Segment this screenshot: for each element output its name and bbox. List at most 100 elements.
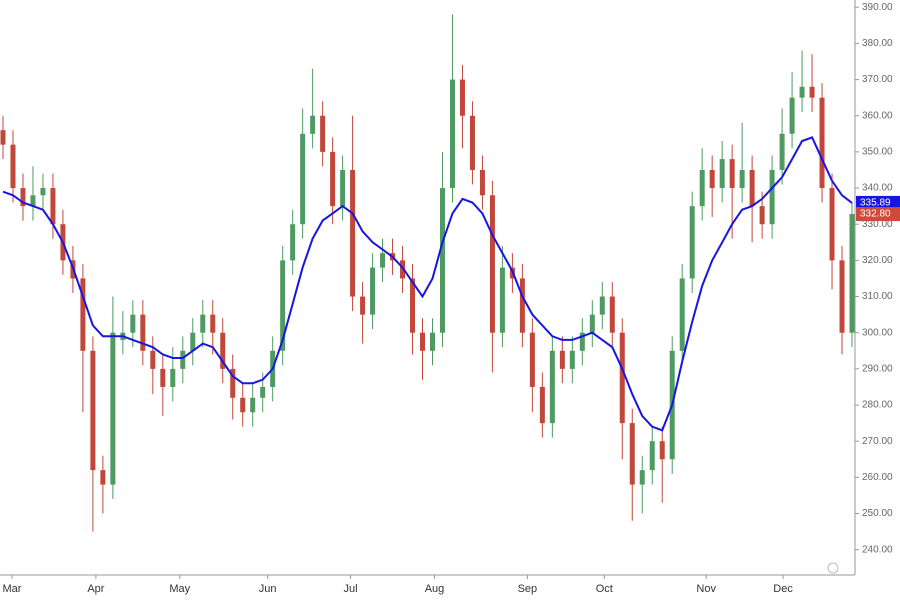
candle-body	[350, 169, 356, 297]
y-tick-label: 300.00	[862, 327, 893, 338]
x-tick-label: Aug	[425, 583, 445, 595]
candle-body	[180, 350, 186, 369]
candle-body	[579, 332, 585, 351]
candle-body	[20, 188, 26, 207]
y-tick-label: 350.00	[862, 147, 893, 158]
candle-body	[110, 332, 116, 485]
y-tick-label: 340.00	[862, 183, 893, 194]
y-tick-label: 390.00	[862, 2, 893, 13]
y-tick-label: 380.00	[862, 38, 893, 49]
candle-body	[310, 115, 316, 134]
candle-body	[360, 296, 366, 315]
candle-body	[50, 188, 56, 225]
candle-body	[90, 350, 96, 471]
y-tick-label: 310.00	[862, 291, 893, 302]
candle-body	[439, 188, 445, 333]
candle-body	[799, 86, 805, 98]
candle-body	[250, 397, 256, 413]
moving-average-line	[2, 136, 853, 432]
candle-body	[639, 470, 645, 485]
candle-body	[729, 159, 735, 189]
candle-body	[220, 332, 226, 369]
candle-body	[410, 278, 416, 333]
candle-body	[280, 260, 286, 351]
candle-body	[679, 278, 685, 351]
y-tick-label: 370.00	[862, 74, 893, 85]
candle-body	[809, 86, 815, 98]
candle-body	[429, 332, 435, 351]
x-tick-label: Mar	[3, 583, 22, 595]
candle-body	[569, 350, 575, 369]
candle-body	[479, 169, 485, 196]
candle-body	[739, 169, 745, 189]
candle-body	[150, 350, 156, 369]
candle-body	[709, 169, 715, 189]
candle-body	[340, 169, 346, 207]
candle-body	[649, 441, 655, 471]
candle-body	[210, 314, 216, 333]
candle-body	[659, 441, 665, 460]
candle-body	[839, 260, 845, 333]
settings-icon[interactable]	[827, 562, 839, 574]
candle-body	[30, 195, 36, 207]
x-tick-label: Jun	[259, 583, 277, 595]
candle-body	[100, 470, 106, 485]
candle-body	[719, 159, 725, 189]
x-tick-label: Sep	[518, 583, 538, 595]
candle-body	[190, 332, 196, 351]
candle-body	[489, 195, 495, 333]
candle-body	[539, 386, 545, 424]
candle-body	[170, 368, 176, 387]
current-price-label: 335.89	[860, 198, 891, 209]
candle-body	[469, 115, 475, 170]
current-price-box	[856, 207, 900, 222]
x-tick-label: Dec	[773, 583, 793, 595]
candle-body	[0, 130, 6, 145]
candle-body	[559, 350, 565, 369]
candle-body	[699, 169, 705, 207]
candle-body	[789, 97, 795, 134]
candle-body	[549, 350, 555, 424]
candle-body	[380, 253, 386, 268]
candle-body	[779, 133, 785, 170]
candle-body	[629, 423, 635, 485]
y-tick-label: 320.00	[862, 255, 893, 266]
y-tick-label: 270.00	[862, 436, 893, 447]
candle-body	[370, 267, 376, 315]
candle-body	[300, 133, 306, 225]
candle-body	[230, 368, 236, 398]
x-tick-label: Apr	[87, 583, 104, 595]
candle-body	[529, 332, 535, 387]
candle-body	[499, 267, 505, 333]
x-tick-label: Nov	[696, 583, 716, 595]
x-tick-label: Oct	[596, 583, 613, 595]
candle-body	[689, 206, 695, 279]
candle-body	[829, 188, 835, 261]
candle-body	[459, 79, 465, 116]
y-tick-label: 240.00	[862, 544, 893, 555]
y-tick-label: 330.00	[862, 219, 893, 230]
candle-body	[200, 314, 206, 333]
candle-body	[40, 188, 46, 196]
candles	[0, 14, 855, 532]
candle-body	[10, 144, 16, 189]
y-tick-label: 290.00	[862, 364, 893, 375]
y-tick-label: 250.00	[862, 508, 893, 519]
candle-body	[260, 386, 266, 398]
x-tick-label: May	[169, 583, 190, 595]
current-price-label: 332.80	[860, 209, 891, 220]
candle-body	[320, 115, 326, 152]
y-tick-label: 360.00	[862, 110, 893, 121]
candle-body	[749, 169, 755, 207]
candle-body	[589, 314, 595, 333]
candle-body	[400, 260, 406, 279]
candle-body	[619, 332, 625, 424]
candle-body	[769, 169, 775, 225]
candle-body	[80, 278, 86, 351]
candle-body	[609, 296, 615, 333]
candle-body	[759, 206, 765, 225]
candle-body	[819, 97, 825, 189]
y-tick-label: 260.00	[862, 472, 893, 483]
candle-body	[240, 397, 246, 413]
